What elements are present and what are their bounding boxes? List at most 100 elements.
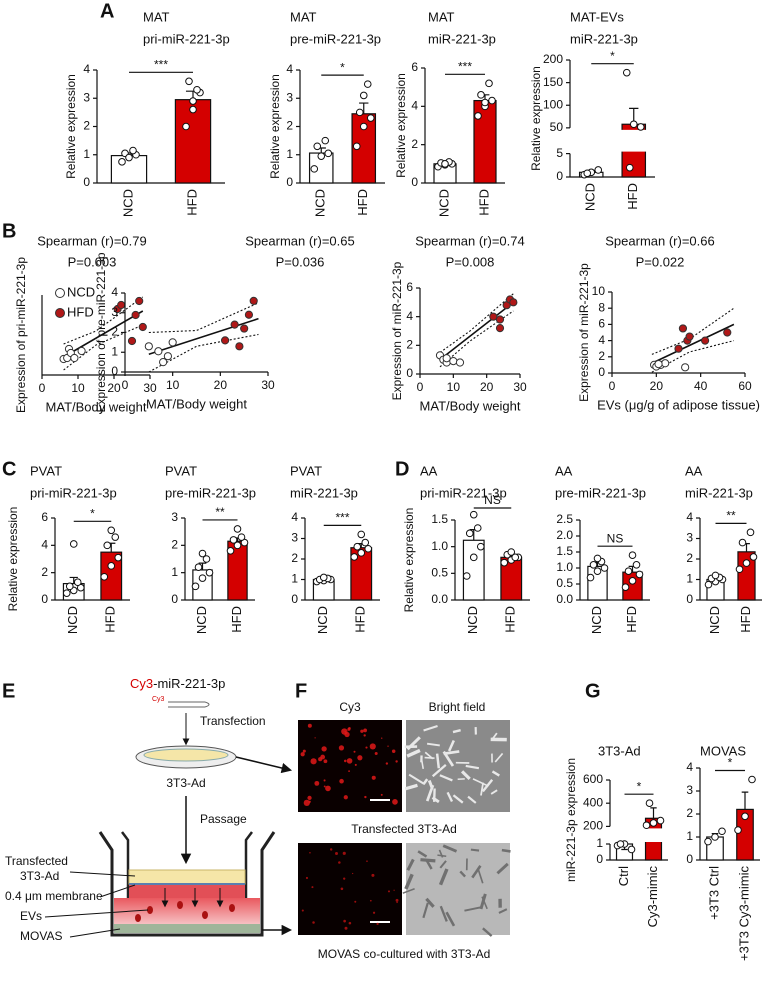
data-point (622, 584, 629, 591)
data-point (145, 343, 152, 350)
data-point (325, 150, 332, 157)
data-point (318, 153, 325, 160)
data-point (750, 554, 757, 561)
y-axis-label: Relative expression (64, 74, 78, 179)
cell-speck (349, 922, 352, 925)
y-tick-label: 400 (583, 795, 603, 809)
data-point (128, 337, 135, 344)
x-tick-label: NCD (583, 183, 598, 211)
data-point (630, 121, 637, 128)
data-point (190, 106, 197, 113)
cell-speck (311, 758, 317, 764)
data-point (702, 337, 709, 344)
data-point (362, 539, 369, 546)
data-point (119, 159, 126, 166)
data-point (238, 534, 245, 541)
y-tick-label: 0.0 (556, 592, 573, 606)
y-tick-label: 3 (686, 531, 693, 545)
y-tick-label: 1 (286, 147, 293, 161)
x-tick-label: Cy3-mimic (645, 866, 660, 928)
y-tick-label: 1 (686, 572, 693, 586)
cell-speck (308, 801, 310, 803)
error-bar (742, 792, 749, 809)
cell-speck (365, 747, 367, 749)
y-tick-label: 2 (83, 119, 90, 133)
data-point (501, 559, 508, 566)
data-point (192, 583, 199, 590)
y-tick-label: 0 (406, 366, 413, 380)
data-point (490, 313, 497, 320)
x-tick-label: 60 (738, 379, 752, 393)
chart-title: MAT (428, 9, 455, 24)
y-tick-label: 10 (592, 284, 606, 298)
data-point (747, 529, 754, 536)
significance-label: * (340, 60, 345, 74)
y-tick-label: 2 (406, 338, 413, 352)
cell-speck (354, 901, 356, 903)
hairpin-tag: Cy3 (152, 696, 165, 703)
cell-speck (376, 923, 378, 925)
cell-speck (312, 921, 315, 924)
data-point (463, 573, 470, 580)
data-point (206, 569, 213, 576)
data-point (629, 552, 636, 559)
x-tick-label: Ctrl (616, 866, 631, 886)
cell-speck (330, 848, 332, 850)
axis-break-gap (620, 130, 647, 152)
y-tick-label: 0 (598, 365, 605, 379)
chart-title: pri-miR-221-3p (143, 31, 230, 46)
x-tick-label: HFD (625, 183, 640, 210)
panel-label: F (295, 680, 307, 702)
chart-title: miR-221-3p (290, 485, 358, 500)
cell-speck (386, 762, 388, 764)
x-tick-label: 0 (609, 379, 616, 393)
cell-speck (375, 752, 378, 755)
cell-speck (343, 878, 345, 880)
chart-title: P=0.022 (636, 254, 685, 269)
y-tick-label: 6 (406, 280, 413, 294)
cell-speck (344, 760, 347, 763)
data-point (594, 568, 601, 575)
data-point (186, 78, 193, 85)
significance-label: * (610, 49, 615, 63)
y-tick-label: 0.0 (431, 592, 448, 606)
schematic: Cy3-miR-221-3p Cy3 Transfection 3T3-Ad P… (5, 676, 290, 943)
y-tick-label: 4 (686, 760, 693, 774)
y-tick-label: 4 (411, 99, 418, 113)
chart-title: miR-221-3p (428, 31, 496, 46)
y-axis-label: Expression of miR-221-3p (577, 263, 591, 402)
cell-speck (355, 764, 357, 766)
data-point (101, 573, 108, 580)
cell-speck (343, 852, 346, 855)
chart-title: MAT (290, 9, 317, 24)
y-tick-label: 0.5 (556, 576, 573, 590)
cell-speck (324, 759, 328, 763)
data-point (633, 562, 640, 569)
x-tick-label: 30 (261, 378, 275, 392)
y-tick-label: 1 (111, 344, 118, 358)
y-tick-label: 2 (411, 137, 418, 151)
data-point (108, 563, 115, 570)
data-point (478, 92, 485, 99)
data-point (358, 531, 365, 538)
data-point (477, 543, 484, 550)
chart: Spearman (r)=0.65P=0.03601234Expression … (94, 233, 355, 412)
data-point (442, 161, 449, 168)
x-tick-label: NCD (194, 606, 209, 634)
data-point (250, 297, 257, 304)
data-point (739, 539, 746, 546)
data-point (749, 776, 756, 783)
regression-line (652, 324, 734, 363)
x-tick-label: NCD (120, 189, 135, 217)
data-point (164, 353, 171, 360)
significance-label: * (728, 756, 733, 770)
x-tick-label: HFD (355, 189, 370, 216)
cell-speck (339, 745, 344, 750)
y-tick-label: 2 (291, 551, 298, 565)
cell-speck (363, 734, 365, 736)
x-tick-label: NCD (436, 189, 451, 217)
panel-label: G (585, 680, 601, 702)
